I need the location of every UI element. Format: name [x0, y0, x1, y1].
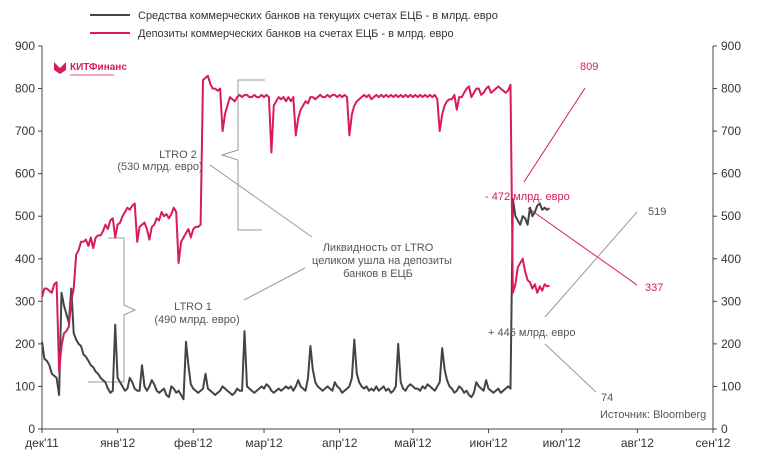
series-line-0 [41, 198, 551, 401]
x-axis: дек'11 янв'12 фев'12 мар'12 апр'12 май'12 июн'… [25, 429, 731, 450]
legend: Средства коммерческих банков на текущих … [90, 10, 498, 40]
legend-label-series-1: Депозиты коммерческих банков на счетах Е… [138, 28, 454, 40]
liquidity-line-2: целиком ушла на депозиты [312, 255, 452, 267]
y-axis-left: 0 100 200 300 400 500 600 700 800 900 [15, 39, 42, 436]
ltro1-bracket [88, 237, 137, 383]
y-tick-label-left-500: 500 [15, 209, 35, 223]
y-tick-label-left-600: 600 [15, 167, 35, 181]
y-tick-label-right-200: 200 [721, 337, 741, 351]
arrow-337-to-minus [527, 207, 638, 286]
legend-label-series-0: Средства коммерческих банков на текущих … [138, 10, 498, 22]
value-label-519: 519 [648, 206, 666, 218]
arrow-809-to-minus [523, 87, 586, 183]
liquidity-line-1: Ликвидность от LTRO [323, 242, 434, 254]
liquidity-line-3: банков в ЕЦБ [343, 268, 413, 280]
y-tick-label-right-700: 700 [721, 124, 741, 138]
y-tick-label-right-900: 900 [721, 39, 741, 53]
y-axis-right: 0 100 200 300 400 500 600 700 800 900 [713, 39, 741, 436]
y-tick-label-right-300: 300 [721, 294, 741, 308]
y-tick-label-right-500: 500 [721, 209, 741, 223]
x-tick-label-3: мар'12 [245, 436, 283, 450]
y-tick-label-left-0: 0 [28, 422, 35, 436]
annotation-minus-472: - 472 млрд. евро [485, 191, 570, 203]
y-tick-label-right-0: 0 [721, 422, 728, 436]
y-tick-label-left-800: 800 [15, 82, 35, 96]
logo-text: КИТФинанс [70, 62, 127, 73]
series-line-1 [41, 74, 550, 373]
y-tick-label-right-800: 800 [721, 82, 741, 96]
y-tick-label-right-100: 100 [721, 379, 741, 393]
ltro1-amount: (490 млрд. евро) [154, 314, 239, 326]
annotation-arrows-pink [523, 87, 638, 286]
x-tick-label-8: авг'12 [621, 436, 654, 450]
source-label: Источник: Bloomberg [600, 409, 706, 421]
series-layer [41, 74, 551, 401]
annotation-arrows-gray [544, 211, 638, 393]
arrow-ltro2-to-liquidity [209, 164, 313, 238]
y-tick-label-left-100: 100 [15, 379, 35, 393]
x-tick-label-1: янв'12 [100, 436, 135, 450]
y-tick-label-left-400: 400 [15, 252, 35, 266]
y-tick-label-right-600: 600 [721, 167, 741, 181]
y-tick-label-right-400: 400 [721, 252, 741, 266]
x-tick-label-2: фев'12 [174, 436, 213, 450]
logo-underline [70, 74, 114, 76]
x-tick-label-7: июл'12 [543, 436, 581, 450]
logo-mark-icon [54, 62, 66, 74]
y-tick-label-left-900: 900 [15, 39, 35, 53]
value-label-337: 337 [645, 282, 663, 294]
x-tick-label-6: июн'12 [470, 436, 508, 450]
ltro1-title: LTRO 1 [174, 301, 212, 313]
x-tick-label-9: сен'12 [696, 436, 731, 450]
annotation-texts: LTRO 2 (530 млрд. евро) LTRO 1 (490 млрд… [117, 61, 706, 421]
ltro2-amount: (530 млрд. евро) [117, 161, 202, 173]
y-tick-label-left-200: 200 [15, 337, 35, 351]
annotation-guides [88, 79, 313, 383]
x-tick-label-4: апр'12 [322, 436, 358, 450]
ltro2-bracket [220, 79, 265, 231]
y-tick-label-left-300: 300 [15, 294, 35, 308]
x-tick-label-5: май'12 [394, 436, 432, 450]
x-tick-label-0: дек'11 [25, 436, 59, 450]
value-label-74: 74 [601, 392, 613, 404]
y-tick-label-left-700: 700 [15, 124, 35, 138]
arrow-ltro1-to-liquidity [243, 267, 306, 301]
value-label-809: 809 [580, 61, 598, 73]
ltro2-title: LTRO 2 [159, 149, 197, 161]
arrow-74-to-plus [544, 343, 597, 393]
arrow-519-to-plus [544, 211, 638, 318]
annotation-plus-445: + 445 млрд. евро [488, 327, 575, 339]
axes [41, 46, 714, 430]
kitfinance-logo: КИТФинанс [54, 62, 127, 76]
